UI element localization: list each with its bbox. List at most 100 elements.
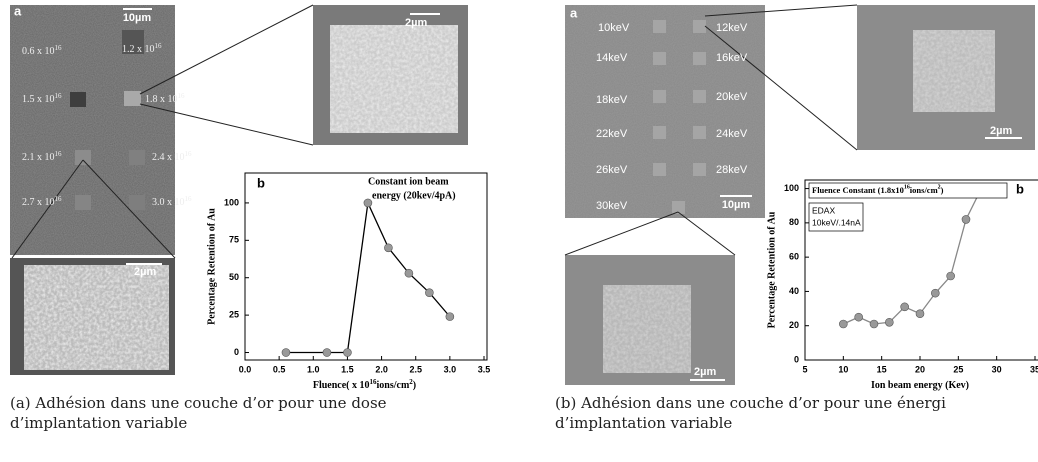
sem-label: 26keV (596, 164, 628, 176)
text-segment: 1.5 x 10 (22, 94, 55, 105)
data-point (885, 317, 894, 327)
x-tick-label: 25 (953, 364, 963, 374)
sem-label: 1.8 x 1016 (145, 92, 185, 106)
text-segment: 2.1 x 10 (22, 152, 55, 163)
superscript: 16 (55, 195, 63, 203)
y-tick-label: 50 (229, 272, 239, 282)
sem-label: 12keV (716, 22, 748, 34)
data-point (869, 319, 879, 329)
scale-label: 10µm (123, 12, 152, 24)
y-tick-label: 100 (224, 197, 239, 207)
superscript: 16 (55, 92, 63, 100)
implant-square (129, 195, 145, 210)
data-point (363, 198, 373, 208)
y-tick-label: 60 (789, 252, 799, 262)
caption-line: d’implantation variable (10, 414, 187, 432)
text-segment: 1.8 x 10 (145, 94, 178, 105)
sem-label: 24keV (716, 128, 748, 140)
implant-square (124, 91, 141, 106)
text-segment: ions/cm (910, 185, 938, 195)
x-axis-label: Ion beam energy (Kev) (871, 380, 969, 391)
x-tick-label: 35 (1030, 364, 1038, 374)
sem-label: 28keV (716, 164, 748, 176)
sem-label: 2.4 x 1016 (152, 150, 192, 164)
y-tick-label: 80 (789, 217, 799, 227)
data-point (343, 348, 352, 357)
x-tick-label: 1.5 (341, 364, 354, 374)
x-tick-label: 15 (877, 364, 887, 374)
x-tick-label: 0.0 (239, 364, 252, 374)
data-point (961, 215, 971, 224)
x-tick-label: 20 (915, 364, 925, 374)
x-tick-label: 3.5 (478, 364, 491, 374)
data-point (384, 243, 393, 253)
text-segment: Fluence Constant (1.8x10 (812, 185, 904, 195)
text-segment: 3.0 x 10 (152, 197, 185, 208)
panel-label: b (1016, 181, 1024, 196)
scale-label: 10µm (722, 199, 751, 211)
implant-square (122, 30, 144, 54)
superscript: 16 (55, 150, 63, 158)
plot-frame (244, 172, 488, 361)
caption-line: (a) Adhésion dans une couche d’or pour u… (10, 394, 387, 412)
zoom-texture (24, 265, 169, 370)
implant-squares (653, 20, 706, 214)
legend-text: Fluence Constant (1.8x1016ions/cm2) (812, 185, 944, 195)
y-tick-label: 75 (229, 235, 239, 245)
x-tick-label: 3.0 (444, 364, 457, 374)
data-line (843, 187, 997, 325)
sem-label: 2.7 x 1016 (22, 195, 62, 209)
implant-square (75, 195, 91, 210)
note: 10keV/.14nA (812, 217, 861, 227)
sem-label: 30keV (596, 200, 628, 212)
caption-line: (b) Adhésion dans une couche d’or pour u… (555, 394, 946, 412)
text-segment: ) (941, 185, 944, 195)
zoom-texture (603, 285, 691, 373)
y-axis-label: Percentage Retention of Au (766, 211, 777, 328)
implant-square (75, 150, 91, 165)
data-point (900, 302, 909, 312)
sem-label: 2.1 x 1016 (22, 150, 62, 164)
note-box (808, 202, 864, 232)
x-tick-label: 30 (992, 364, 1002, 374)
y-axis-label: Percentage Retention of Au (206, 208, 217, 325)
panel-label: a (570, 5, 578, 20)
superscript: 16 (55, 44, 63, 52)
plot-frame (804, 179, 1038, 361)
text-segment: 1.2 x 10 (122, 44, 155, 55)
x-tick-label: 10 (838, 364, 848, 374)
x-tick-label: 2.0 (375, 364, 388, 374)
y-tick-label: 0 (794, 354, 799, 364)
data-point (915, 309, 925, 319)
data-point (404, 268, 414, 278)
sem-label: 1.5 x 1016 (22, 92, 62, 106)
note: EDAX (812, 205, 835, 215)
superscript: 16 (185, 195, 193, 203)
annotation: energy (20kev/4pA) (372, 190, 456, 201)
data-point (839, 319, 848, 329)
y-tick-label: 20 (789, 320, 799, 330)
text-segment: Ion beam energy (Kev) (871, 380, 969, 391)
sem-label: 20keV (716, 91, 748, 103)
zoom-texture (913, 30, 995, 112)
panel-label: a (14, 3, 22, 18)
sem-texture (10, 5, 175, 255)
sem-label: 1.2 x 1016 (122, 42, 162, 56)
text-segment: 2.7 x 10 (22, 197, 55, 208)
sem-texture (565, 5, 765, 218)
text-segment: 2.4 x 10 (152, 152, 185, 163)
data-line (285, 200, 451, 354)
data-point (445, 312, 455, 321)
superscript: 16 (904, 185, 910, 191)
x-tick-label: 2.5 (409, 364, 422, 374)
superscript: 2 (409, 378, 413, 386)
y-tick-label: 25 (229, 309, 239, 319)
sem-label: 16keV (716, 52, 748, 64)
sem-label: 0.6 x 1016 (22, 44, 62, 58)
superscript: 16 (155, 42, 163, 50)
sem-label: 18keV (596, 94, 628, 106)
data-point (281, 348, 291, 357)
scale-label: 2µm (134, 266, 156, 278)
text-segment: ions/cm (377, 380, 410, 391)
